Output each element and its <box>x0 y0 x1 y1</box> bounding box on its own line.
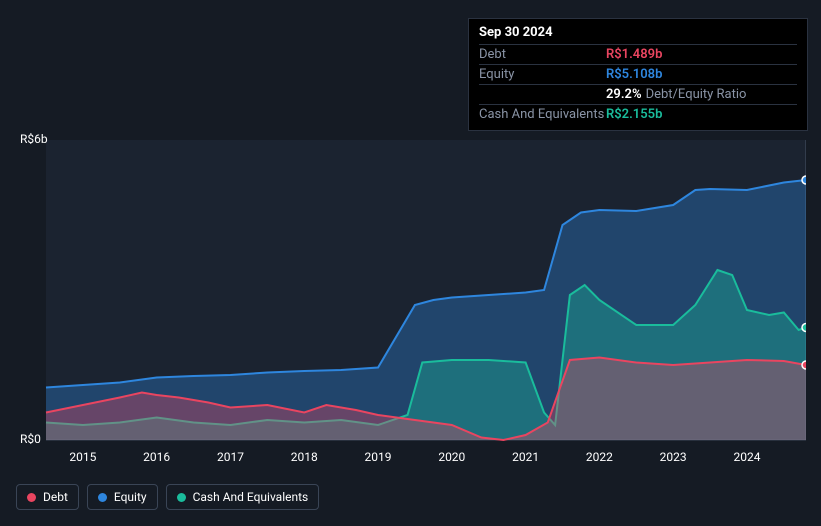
legend-item-equity[interactable]: Equity <box>87 484 158 510</box>
legend-dot-icon <box>177 493 186 502</box>
legend-dot-icon <box>98 493 107 502</box>
tooltip-label: Cash And Equivalents <box>479 107 606 122</box>
tooltip-label: Equity <box>479 67 606 82</box>
tooltip-row: 29.2% Debt/Equity Ratio <box>479 84 797 104</box>
tooltip-label <box>479 87 606 102</box>
tooltip-value: 29.2% <box>606 87 642 102</box>
tooltip-value: R$2.155b <box>606 107 662 122</box>
x-axis-label: 2023 <box>660 450 687 464</box>
x-axis-label: 2020 <box>438 450 465 464</box>
y-axis-label: R$6b <box>20 132 48 146</box>
x-axis-label: 2021 <box>512 450 539 464</box>
x-axis-label: 2019 <box>365 450 392 464</box>
chart-svg <box>16 125 806 445</box>
legend-dot-icon <box>27 493 36 502</box>
tooltip-row: Cash And EquivalentsR$2.155b <box>479 104 797 124</box>
chart-tooltip: Sep 30 2024 DebtR$1.489bEquityR$5.108b29… <box>468 18 808 131</box>
x-axis-label: 2016 <box>143 450 170 464</box>
y-axis-label: R$0 <box>20 432 41 446</box>
financial-history-chart: R$0 R$6b 2015 2016 2017 2018 2019 2020 2021 2022 2… <box>16 125 806 470</box>
tooltip-value: R$5.108b <box>606 67 662 82</box>
chart-legend: Debt Equity Cash And Equivalents <box>16 484 319 510</box>
legend-item-cash-and-equivalents[interactable]: Cash And Equivalents <box>166 484 320 510</box>
tooltip-suffix: Debt/Equity Ratio <box>646 87 747 102</box>
legend-label: Equity <box>114 490 147 504</box>
legend-item-debt[interactable]: Debt <box>16 484 79 510</box>
x-axis-label: 2017 <box>217 450 244 464</box>
tooltip-row: EquityR$5.108b <box>479 64 797 84</box>
tooltip-value: R$1.489b <box>606 47 662 62</box>
x-axis-label: 2024 <box>733 450 760 464</box>
tooltip-label: Debt <box>479 47 606 62</box>
legend-label: Cash And Equivalents <box>193 490 309 504</box>
x-axis-label: 2015 <box>69 450 96 464</box>
tooltip-row: DebtR$1.489b <box>479 44 797 64</box>
x-axis-label: 2018 <box>291 450 318 464</box>
x-axis-label: 2022 <box>586 450 613 464</box>
legend-label: Debt <box>43 490 68 504</box>
tooltip-date: Sep 30 2024 <box>479 25 797 40</box>
